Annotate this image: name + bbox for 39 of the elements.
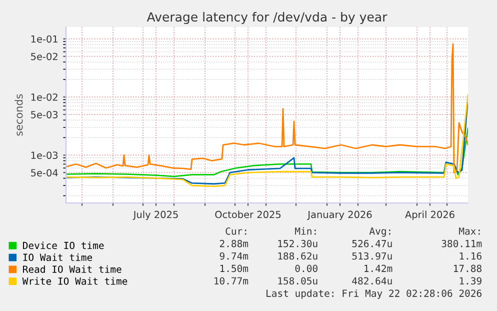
legend-label: Write IO Wait time: [22, 277, 128, 285]
x-tick-label: January 2026: [307, 210, 372, 220]
line-series: [66, 43, 468, 174]
legend-label: Device IO time: [23, 242, 104, 250]
text: Avg:: [369, 228, 390, 237]
y-tick-label: 1e-03: [31, 152, 58, 159]
legend-label: Read IO Wait time: [23, 265, 122, 273]
text: 380.11m: [442, 240, 482, 248]
x-tick-label: July 2025: [132, 210, 178, 220]
y-tick-label: 1e-01: [31, 35, 58, 43]
text: Cur:: [226, 227, 246, 235]
text: 482.64u: [352, 277, 392, 285]
x-tick-label: October 2025: [215, 210, 281, 218]
y-tick-label: 5e-03: [31, 110, 58, 118]
text: 1.42m: [364, 264, 392, 272]
y-tick-label: 5e-04: [31, 169, 58, 176]
text: Last update: Fri May 22 02:28:06 2026: [266, 289, 482, 299]
y-tick-label: 1e-02: [31, 93, 58, 101]
text: 1.50m: [220, 264, 248, 272]
text: 9.74m: [220, 252, 248, 260]
text: Max:: [459, 228, 480, 235]
chart-title: Average latency for /dev/vda - by year: [146, 12, 388, 24]
text: 526.47u: [352, 240, 392, 248]
text: 10.77m: [214, 277, 248, 285]
y-axis-title: seconds: [14, 94, 23, 136]
text: 1.16: [460, 252, 482, 260]
text: Min:: [295, 227, 316, 235]
text: 513.97u: [352, 252, 392, 260]
text: 1.39: [460, 277, 482, 285]
text: 158.05u: [278, 277, 318, 285]
text: 17.88: [454, 264, 482, 272]
x-tick-label: April 2026: [405, 210, 454, 220]
text: 0.00: [295, 264, 318, 272]
line-series: [66, 128, 468, 178]
text: 2.88m: [220, 240, 248, 248]
legend-label: IO Wait time: [23, 254, 92, 262]
y-tick-label: 5e-02: [31, 52, 58, 60]
text: 152.30u: [278, 240, 318, 248]
text: 188.62u: [278, 252, 318, 260]
